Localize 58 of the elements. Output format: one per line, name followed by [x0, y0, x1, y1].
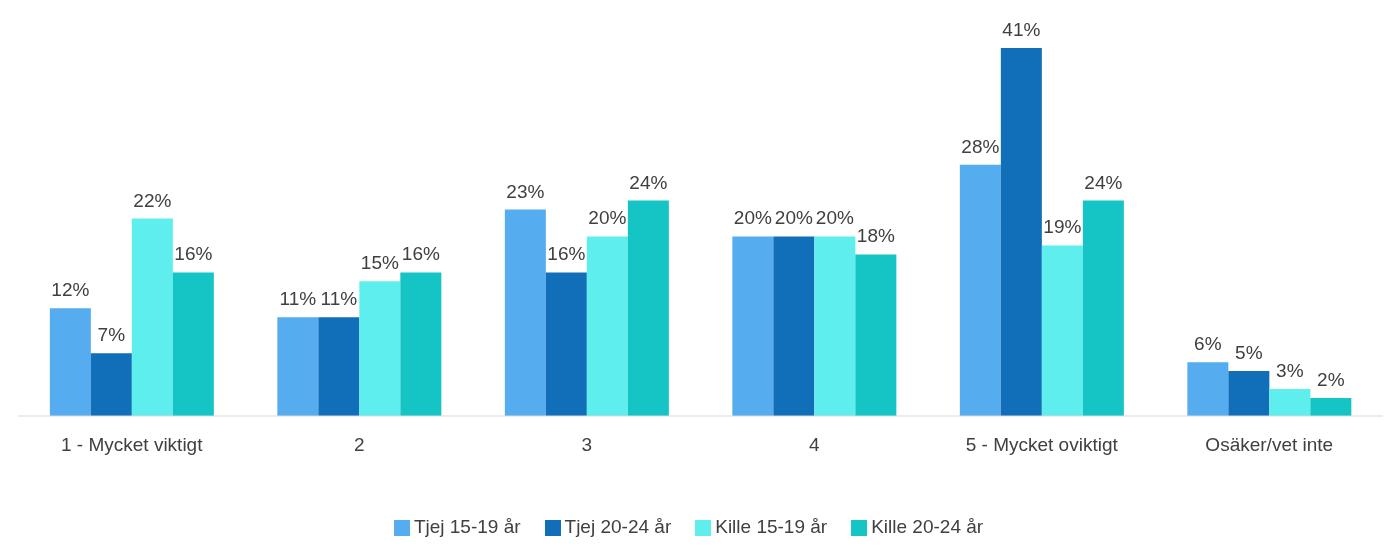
data-label: 20% — [733, 207, 772, 229]
x-tick-label: 5 - Mycket oviktigt — [965, 434, 1119, 456]
bar — [814, 236, 856, 416]
data-label: 2% — [1317, 369, 1345, 391]
bar — [172, 272, 214, 416]
data-label: 20% — [588, 207, 627, 229]
data-label: 28% — [961, 135, 1000, 157]
legend-label: Kille 15-19 år — [715, 516, 828, 537]
data-label: 6% — [1194, 333, 1222, 355]
bar — [1269, 389, 1311, 416]
data-label: 22% — [133, 189, 172, 211]
data-label: 15% — [360, 252, 399, 274]
data-label: 3% — [1276, 360, 1304, 382]
x-tick-label: 3 — [581, 434, 593, 456]
bar — [1310, 398, 1352, 416]
bar — [1187, 362, 1229, 416]
bar — [1082, 200, 1124, 416]
data-label: 7% — [97, 324, 126, 346]
data-label: 20% — [815, 207, 854, 229]
bar — [277, 317, 319, 416]
data-label: 19% — [1043, 216, 1082, 238]
bar — [400, 272, 442, 416]
data-label: 11% — [279, 288, 317, 310]
x-tick-label: Osäker/vet inte — [1205, 434, 1334, 456]
bar — [318, 317, 360, 416]
bar — [504, 209, 546, 416]
bar — [627, 200, 669, 416]
data-label: 20% — [774, 207, 813, 229]
bar — [773, 236, 815, 416]
legend-label: Tjej 20-24 år — [564, 516, 672, 537]
data-label: 41% — [1002, 19, 1041, 40]
x-tick-label: 4 — [808, 434, 820, 456]
bar — [90, 353, 132, 416]
bar — [131, 218, 173, 416]
bar — [1228, 371, 1270, 416]
legend-label: Kille 20-24 år — [871, 516, 984, 537]
bar — [49, 308, 91, 416]
data-label: 12% — [51, 279, 90, 301]
bar — [1000, 48, 1042, 416]
data-label: 5% — [1235, 342, 1263, 364]
x-tick-label: 1 - Mycket viktigt — [61, 434, 204, 456]
bar — [1041, 245, 1083, 416]
x-tick-label: 2 — [353, 434, 365, 456]
bar — [586, 236, 628, 416]
data-label: 16% — [174, 243, 213, 265]
bar — [959, 164, 1001, 416]
bar — [359, 281, 401, 416]
bar — [732, 236, 774, 416]
bar — [855, 254, 897, 416]
data-label: 24% — [629, 171, 668, 193]
data-label: 16% — [401, 243, 440, 265]
legend-label: Tjej 15-19 år — [413, 516, 521, 537]
data-label: 24% — [1084, 171, 1123, 193]
data-label: 11% — [320, 288, 358, 310]
data-label: 18% — [856, 225, 895, 247]
data-label: 16% — [547, 243, 586, 265]
data-label: 23% — [506, 180, 545, 202]
bar — [545, 272, 587, 416]
